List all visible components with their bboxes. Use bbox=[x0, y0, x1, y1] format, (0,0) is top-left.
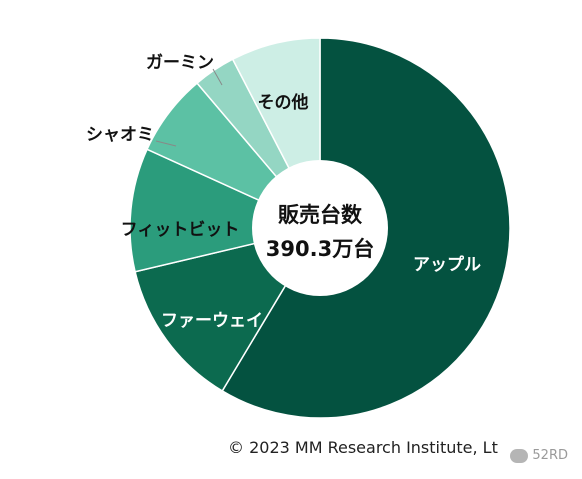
donut-hole bbox=[252, 160, 388, 296]
slice-label-2: フィットビット bbox=[121, 220, 240, 240]
leader-line-garmin bbox=[212, 68, 223, 86]
slice-label-3: シャオミ bbox=[86, 125, 154, 145]
watermark: 52RD bbox=[510, 448, 568, 463]
leader-line-xiaomi bbox=[155, 140, 177, 147]
watermark-text: 52RD bbox=[532, 448, 568, 463]
chat-bubble-icon bbox=[510, 448, 529, 463]
slice-label-0: アップル bbox=[413, 254, 481, 275]
center-label: 販売台数 bbox=[278, 203, 363, 227]
pie-slice-2 bbox=[129, 148, 323, 273]
center-value: 390.3万台 bbox=[266, 237, 374, 261]
slice-label-1: ファーウェイ bbox=[161, 311, 263, 331]
slice-label-4: ガーミン bbox=[146, 53, 214, 73]
slice-label-5: その他 bbox=[258, 92, 309, 113]
copyright-notice: © 2023 MM Research Institute, Lt bbox=[228, 438, 498, 457]
